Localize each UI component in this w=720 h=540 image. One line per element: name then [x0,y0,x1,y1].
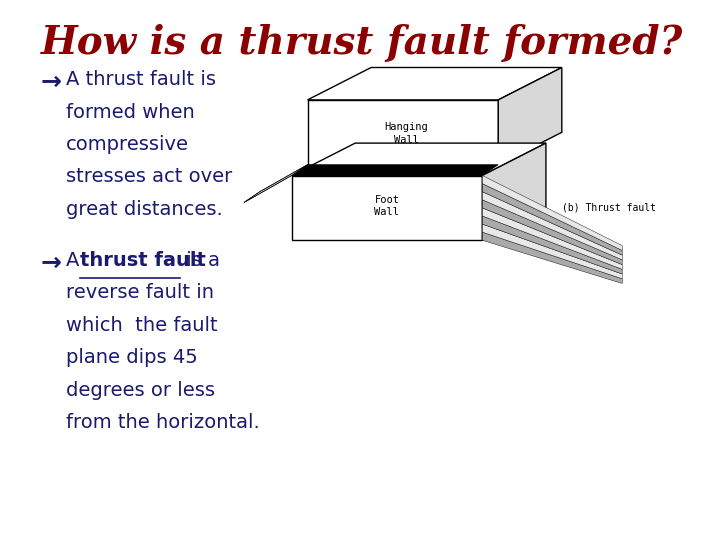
Text: thrust fault: thrust fault [80,251,206,270]
Polygon shape [244,165,307,202]
Text: from the horizontal.: from the horizontal. [66,413,260,432]
Text: →: → [40,251,61,275]
Polygon shape [482,208,622,269]
Text: degrees or less: degrees or less [66,381,215,400]
Text: compressive: compressive [66,135,189,154]
Polygon shape [482,184,622,255]
Text: Hanging
Wall: Hanging Wall [384,122,428,145]
Polygon shape [482,200,622,265]
Text: great distances.: great distances. [66,200,222,219]
Text: stresses act over: stresses act over [66,167,232,186]
Polygon shape [292,143,546,176]
Text: is a: is a [181,251,220,270]
Polygon shape [482,216,622,274]
Text: Foot
Wall: Foot Wall [374,195,400,218]
Polygon shape [482,176,622,251]
Text: (b) Thrust fault: (b) Thrust fault [562,203,656,213]
Polygon shape [482,224,622,279]
Text: →: → [40,70,61,94]
Text: How is a thrust fault formed?: How is a thrust fault formed? [40,24,683,62]
Polygon shape [307,68,562,100]
Polygon shape [482,192,622,260]
Polygon shape [498,68,562,165]
Text: formed when: formed when [66,103,194,122]
Text: reverse fault in: reverse fault in [66,284,214,302]
Text: A: A [66,251,86,270]
Text: plane dips 45: plane dips 45 [66,348,198,367]
Polygon shape [482,143,546,240]
Polygon shape [292,176,482,240]
Text: which  the fault: which the fault [66,316,217,335]
Text: A thrust fault is: A thrust fault is [66,70,216,89]
Polygon shape [482,232,622,284]
Polygon shape [244,165,307,202]
Polygon shape [307,100,498,165]
Polygon shape [292,165,498,176]
